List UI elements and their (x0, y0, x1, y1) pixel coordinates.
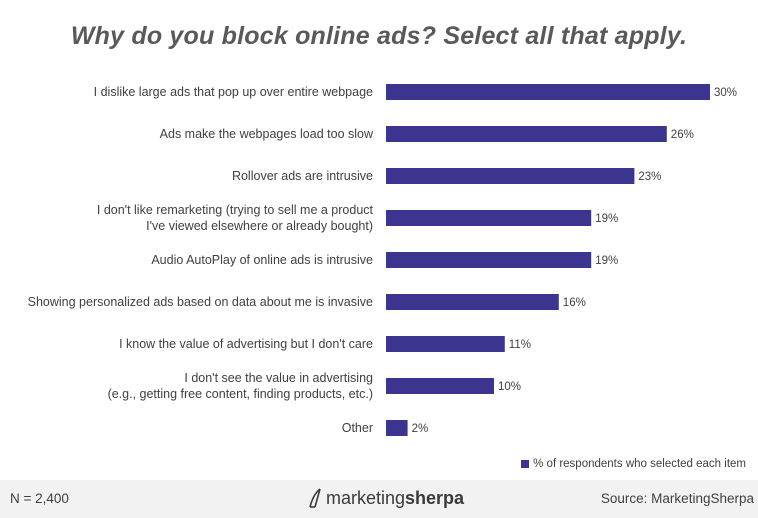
category-label: I don't see the value in advertising (184, 371, 373, 385)
value-label: 23% (638, 171, 661, 183)
category-label: Other (342, 421, 373, 435)
category-label: Showing personalized ads based on data a… (28, 295, 373, 309)
category-label: (e.g., getting free content, finding pro… (108, 387, 373, 401)
category-label: I've viewed elsewhere or already bought) (146, 219, 373, 233)
logo-text-marketing: marketing (326, 487, 406, 508)
bar (386, 420, 408, 436)
logo-mark-icon (309, 488, 321, 508)
marketingsherpa-logo: marketing sherpa (306, 487, 464, 509)
sample-size: N = 2,400 (10, 491, 69, 506)
chart-title: Why do you block online ads? Select all … (70, 22, 688, 50)
value-label: 26% (671, 129, 694, 141)
legend: % of respondents who selected each item (521, 458, 746, 470)
bar (386, 168, 635, 184)
value-label: 16% (563, 297, 586, 309)
category-label: I don't like remarketing (trying to sell… (97, 203, 374, 217)
bar (386, 378, 494, 394)
category-label: Audio AutoPlay of online ads is intrusiv… (151, 253, 373, 267)
value-label: 30% (714, 87, 737, 99)
source-note: Source: MarketingSherpa (600, 491, 754, 506)
bar (386, 252, 592, 268)
category-label: Rollover ads are intrusive (232, 169, 373, 183)
category-label: I dislike large ads that pop up over ent… (94, 85, 373, 99)
bar (386, 210, 592, 226)
value-label: 10% (498, 381, 521, 393)
bar (386, 84, 710, 100)
legend-swatch (521, 460, 530, 468)
footer: N = 2,400 marketing sherpa Source: Market… (0, 480, 758, 518)
bar (386, 126, 667, 142)
category-label: Ads make the webpages load too slow (160, 127, 374, 141)
value-label: 19% (595, 213, 618, 225)
value-label: 11% (509, 339, 531, 351)
bar (386, 336, 505, 352)
value-label: 19% (595, 255, 618, 267)
legend-label: % of respondents who selected each item (533, 458, 746, 470)
category-label: I know the value of advertising but I do… (119, 337, 373, 351)
bar-chart: 30% I dislike large ads that pop up over … (28, 84, 737, 436)
bar (386, 294, 559, 310)
value-label: 2% (412, 423, 429, 435)
logo-text-sherpa: sherpa (405, 487, 465, 508)
